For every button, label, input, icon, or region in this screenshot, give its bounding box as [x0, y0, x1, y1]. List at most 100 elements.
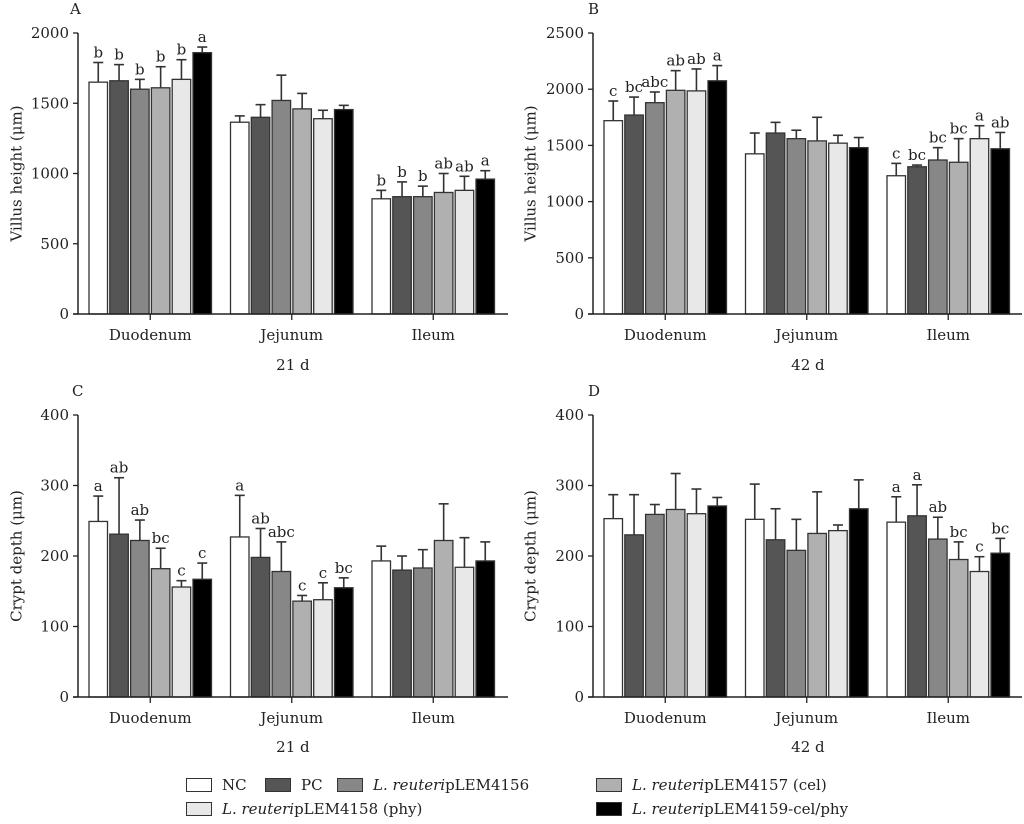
significance-letter: ab: [929, 498, 948, 516]
significance-letter: ab: [131, 501, 150, 519]
legend-label-italic: L. reuteri: [373, 776, 446, 794]
bar-pc: [907, 166, 927, 315]
legend-label: pLEM4158 (phy): [294, 800, 423, 818]
significance-letter: ab: [251, 510, 270, 528]
bar-plem4156: [129, 88, 150, 315]
bar-pc: [250, 116, 271, 315]
legend-swatch-plem4159: [596, 802, 622, 816]
bar-plem4159: [990, 552, 1011, 698]
y-tick-label: 200: [40, 547, 69, 565]
bar-plem4156: [786, 138, 807, 315]
legend-swatch-plem4156: [337, 778, 363, 792]
bar-pc: [392, 569, 412, 698]
x-tick-label: Ileum: [927, 326, 970, 344]
bar-plem4156: [271, 570, 292, 698]
bar-plem4158: [171, 78, 192, 315]
significance-letter: abc: [268, 523, 295, 541]
bar-plem4159: [475, 560, 496, 698]
x-axis-label: 21 d: [276, 738, 310, 756]
legend-item-plem4156: L. reuteri pLEM4156: [337, 776, 529, 794]
y-tick-label: 300: [555, 477, 584, 495]
bar-plem4158: [313, 118, 333, 315]
bar-pc: [624, 114, 644, 315]
x-tick-label: Duodenum: [624, 709, 707, 727]
significance-letter: a: [713, 47, 722, 65]
bar-nc: [371, 198, 392, 315]
legend-swatch-plem4158: [186, 802, 212, 816]
significance-letter: bc: [950, 523, 968, 541]
y-tick-label: 400: [40, 406, 69, 424]
y-tick-label: 100: [40, 618, 69, 636]
y-tick-label: 500: [40, 235, 69, 253]
bar-plem4156: [412, 196, 433, 315]
panel-label: C: [72, 382, 83, 400]
bar-nc: [603, 517, 624, 698]
bar-plem4156: [412, 567, 433, 698]
x-axis-label: 21 d: [276, 356, 310, 374]
x-tick-label: Duodenum: [624, 326, 707, 344]
legend-label-italic: L. reuteri: [222, 800, 295, 818]
bar-nc: [886, 521, 907, 698]
bar-plem4158: [313, 599, 333, 698]
bar-pc: [109, 533, 129, 698]
bar-plem4157: [150, 87, 171, 315]
bar-plem4157: [665, 508, 686, 698]
significance-letter: abc: [641, 73, 668, 91]
significance-letter: a: [94, 477, 103, 495]
significance-letter: b: [156, 48, 166, 66]
significance-letter: bc: [335, 559, 353, 577]
y-tick-label: 100: [555, 618, 584, 636]
significance-letter: ab: [110, 459, 129, 477]
significance-letter: b: [418, 167, 428, 185]
y-tick-label: 0: [574, 305, 584, 323]
bar-plem4157: [948, 558, 969, 698]
bar-plem4157: [665, 89, 686, 315]
bar-plem4156: [644, 102, 665, 315]
bar-plem4159: [192, 578, 213, 698]
significance-letter: a: [481, 152, 490, 170]
y-tick-label: 1000: [546, 193, 584, 211]
panel-label: A: [69, 0, 81, 18]
legend-label: pLEM4159-cel/phy: [704, 800, 849, 818]
significance-letter: a: [235, 476, 244, 494]
y-tick-label: 300: [40, 477, 69, 495]
bar-plem4156: [927, 159, 948, 315]
legend-item-plem4157: L. reuteri pLEM4157 (cel): [596, 776, 827, 794]
y-tick-label: 2000: [31, 24, 69, 42]
y-tick-label: 2000: [546, 80, 584, 98]
legend-item-pc: PC: [265, 776, 323, 794]
bar-pc: [765, 132, 786, 315]
bar-plem4157: [807, 532, 828, 698]
bar-plem4159: [990, 148, 1011, 315]
significance-letter: bc: [950, 120, 968, 138]
bar-nc: [603, 120, 624, 315]
significance-letter: a: [975, 107, 984, 125]
legend-item-plem4158: L. reuteri pLEM4158 (phy): [186, 800, 422, 818]
bar-plem4158: [171, 586, 192, 698]
bar-plem4158: [828, 529, 848, 698]
legend-label: pLEM4157 (cel): [704, 776, 827, 794]
y-tick-label: 1500: [546, 136, 584, 154]
bar-plem4157: [433, 191, 454, 315]
bar-pc: [624, 534, 644, 698]
legend-swatch-plem4157: [596, 778, 622, 792]
bar-plem4157: [948, 161, 969, 315]
bar-plem4156: [271, 99, 292, 315]
bar-plem4157: [292, 108, 313, 315]
significance-letter: ab: [455, 157, 474, 175]
y-tick-label: 1000: [31, 165, 69, 183]
bar-pc: [765, 539, 786, 698]
bar-pc: [907, 515, 927, 698]
y-tick-label: 2500: [546, 24, 584, 42]
legend-label: PC: [301, 776, 323, 794]
y-axis-label: Villus height (μm): [521, 105, 539, 242]
significance-letter: b: [177, 41, 187, 59]
panel-label: D: [588, 382, 600, 400]
x-tick-label: Jejunum: [258, 326, 323, 344]
bar-nc: [229, 121, 250, 315]
bar-plem4159: [707, 80, 728, 315]
significance-letter: c: [609, 82, 617, 100]
